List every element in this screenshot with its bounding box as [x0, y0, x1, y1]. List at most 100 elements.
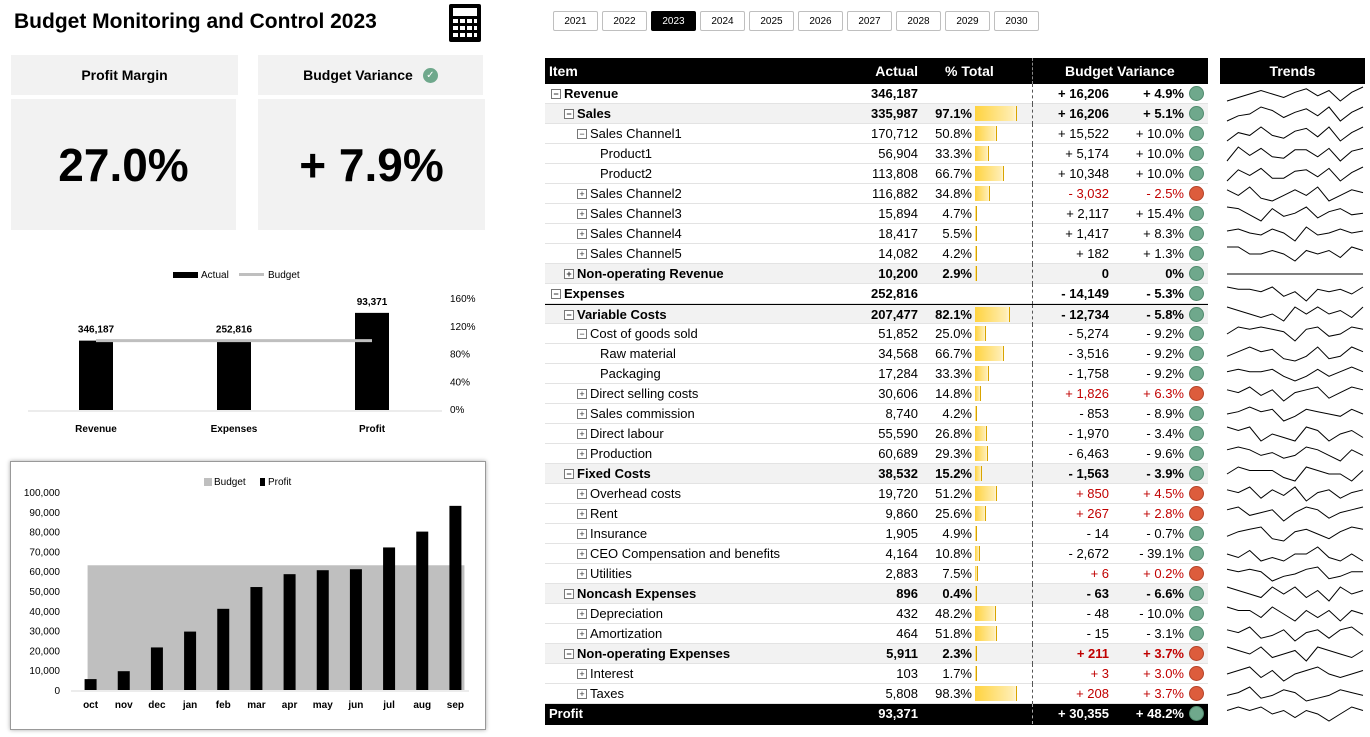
- table-row[interactable]: Product2 113,808 66.7% + 10,348 + 10.0%: [545, 164, 1208, 184]
- table-row[interactable]: + Taxes 5,808 98.3% + 208 + 3.7%: [545, 684, 1208, 704]
- collapse-icon[interactable]: −: [564, 649, 574, 659]
- table-row[interactable]: − Sales Channel1 170,712 50.8% + 15,522 + 10.…: [545, 124, 1208, 144]
- collapse-icon[interactable]: −: [564, 589, 574, 599]
- profit-row[interactable]: Profit 93,371 + 30,355 + 48.2%: [545, 704, 1208, 725]
- table-row[interactable]: + Rent 9,860 25.6% + 267 + 2.8%: [545, 504, 1208, 524]
- table-row[interactable]: + Non-operating Revenue 10,200 2.9% 0 0%: [545, 264, 1208, 284]
- row-label: + Depreciation: [577, 606, 663, 621]
- actual-value: 19,720: [878, 486, 918, 501]
- actual-value: 9,860: [885, 506, 918, 521]
- expand-icon[interactable]: +: [577, 629, 587, 639]
- table-row[interactable]: + Amortization 464 51.8% - 15 - 3.1%: [545, 624, 1208, 644]
- table-row[interactable]: − Expenses 252,816 - 14,149 - 5.3%: [545, 284, 1208, 304]
- table-row[interactable]: + Production 60,689 29.3% - 6,463 - 9.6%: [545, 444, 1208, 464]
- table-row[interactable]: + Sales Channel4 18,417 5.5% + 1,417 + 8.3%: [545, 224, 1208, 244]
- year-button-2028[interactable]: 2028: [896, 11, 941, 31]
- trend-sparkline: [1226, 326, 1364, 342]
- expand-icon[interactable]: +: [577, 609, 587, 619]
- row-label-text: Revenue: [564, 86, 619, 101]
- variance-value: + 208: [1076, 686, 1109, 701]
- column-divider: [1032, 264, 1033, 284]
- expand-icon[interactable]: +: [564, 269, 574, 279]
- table-row[interactable]: + Interest 103 1.7% + 3 + 3.0%: [545, 664, 1208, 684]
- pct-total-value: 48.2%: [935, 606, 972, 621]
- expand-icon[interactable]: +: [577, 189, 587, 199]
- year-button-2024[interactable]: 2024: [700, 11, 745, 31]
- expand-icon[interactable]: +: [577, 489, 587, 499]
- expand-icon[interactable]: +: [577, 669, 587, 679]
- table-row[interactable]: + Direct selling costs 30,606 14.8% + 1,826 +…: [545, 384, 1208, 404]
- table-row[interactable]: + CEO Compensation and benefits 4,164 10.8%…: [545, 544, 1208, 564]
- table-row[interactable]: Product1 56,904 33.3% + 5,174 + 10.0%: [545, 144, 1208, 164]
- collapse-icon[interactable]: −: [564, 469, 574, 479]
- trend-sparkline: [1226, 546, 1364, 562]
- expand-icon[interactable]: +: [577, 229, 587, 239]
- table-row[interactable]: + Insurance 1,905 4.9% - 14 - 0.7%: [545, 524, 1208, 544]
- year-slicer: 2021 2022 2023 2024 2025 2026 2027 2028 2029 2030: [553, 11, 1039, 31]
- expand-icon[interactable]: +: [577, 549, 587, 559]
- expand-icon[interactable]: +: [577, 249, 587, 259]
- status-red-icon: [1189, 566, 1204, 581]
- expand-icon[interactable]: +: [577, 509, 587, 519]
- status-green-icon: [1189, 346, 1204, 361]
- table-row[interactable]: + Direct labour 55,590 26.8% - 1,970 - 3.4%: [545, 424, 1208, 444]
- table-row[interactable]: + Sales Channel3 15,894 4.7% + 2,117 + 15.4%: [545, 204, 1208, 224]
- expand-icon[interactable]: +: [577, 409, 587, 419]
- header-budget-variance: Budget Variance: [1065, 63, 1175, 79]
- trend-sparkline: [1226, 346, 1364, 362]
- collapse-icon[interactable]: −: [551, 89, 561, 99]
- year-button-2027[interactable]: 2027: [847, 11, 892, 31]
- row-label-text: Depreciation: [590, 606, 663, 621]
- year-button-2023[interactable]: 2023: [651, 11, 696, 31]
- collapse-icon[interactable]: −: [551, 289, 561, 299]
- actual-value: 5,911: [886, 646, 918, 661]
- table-row[interactable]: − Cost of goods sold 51,852 25.0% - 5,274 - 9…: [545, 324, 1208, 344]
- table-row[interactable]: + Sales Channel2 116,882 34.8% - 3,032 - 2.5%: [545, 184, 1208, 204]
- profit-variance: + 30,355: [1058, 706, 1109, 721]
- expand-icon[interactable]: +: [577, 529, 587, 539]
- year-button-2029[interactable]: 2029: [945, 11, 990, 31]
- table-row[interactable]: + Overhead costs 19,720 51.2% + 850 + 4.5%: [545, 484, 1208, 504]
- collapse-icon[interactable]: −: [577, 329, 587, 339]
- page-title: Budget Monitoring and Control 2023: [14, 10, 377, 33]
- year-button-2021[interactable]: 2021: [553, 11, 598, 31]
- share-databar: [975, 246, 977, 261]
- table-row[interactable]: + Depreciation 432 48.2% - 48 - 10.0%: [545, 604, 1208, 624]
- column-divider: [1032, 284, 1033, 304]
- expand-icon[interactable]: +: [577, 569, 587, 579]
- table-row[interactable]: + Sales Channel5 14,082 4.2% + 182 + 1.3%: [545, 244, 1208, 264]
- table-row[interactable]: − Revenue 346,187 + 16,206 + 4.9%: [545, 84, 1208, 104]
- table-row[interactable]: Raw material 34,568 66.7% - 3,516 - 9.2%: [545, 344, 1208, 364]
- y-axis-tick: 70,000: [29, 547, 60, 558]
- variance-value: + 16,206: [1058, 106, 1109, 121]
- trend-sparkline: [1226, 666, 1364, 682]
- header-actual: Actual: [875, 63, 918, 79]
- year-button-2030[interactable]: 2030: [994, 11, 1039, 31]
- year-button-2025[interactable]: 2025: [749, 11, 794, 31]
- legend-swatch-budget: [204, 478, 212, 486]
- actual-value: 51,852: [878, 326, 918, 341]
- table-row[interactable]: + Sales commission 8,740 4.2% - 853 - 8.9%: [545, 404, 1208, 424]
- table-row[interactable]: Packaging 17,284 33.3% - 1,758 - 9.2%: [545, 364, 1208, 384]
- expand-icon[interactable]: +: [577, 209, 587, 219]
- table-row[interactable]: − Fixed Costs 38,532 15.2% - 1,563 - 3.9%: [545, 464, 1208, 484]
- expand-icon[interactable]: +: [577, 449, 587, 459]
- table-row[interactable]: − Noncash Expenses 896 0.4% - 63 - 6.6%: [545, 584, 1208, 604]
- row-label-text: Direct selling costs: [590, 386, 699, 401]
- row-label-text: Taxes: [590, 686, 624, 701]
- expand-icon[interactable]: +: [577, 429, 587, 439]
- row-label: + Sales Channel2: [577, 186, 682, 201]
- year-button-2026[interactable]: 2026: [798, 11, 843, 31]
- expand-icon[interactable]: +: [577, 689, 587, 699]
- collapse-icon[interactable]: −: [564, 310, 574, 320]
- trend-sparkline: [1226, 486, 1364, 502]
- collapse-icon[interactable]: −: [564, 109, 574, 119]
- table-row[interactable]: + Utilities 2,883 7.5% + 6 + 0.2%: [545, 564, 1208, 584]
- table-row[interactable]: − Non-operating Expenses 5,911 2.3% + 211 + 3…: [545, 644, 1208, 664]
- table-row[interactable]: − Variable Costs 207,477 82.1% - 12,734 - 5.8…: [545, 304, 1208, 325]
- trend-sparkline: [1226, 646, 1364, 662]
- table-row[interactable]: − Sales 335,987 97.1% + 16,206 + 5.1%: [545, 104, 1208, 124]
- collapse-icon[interactable]: −: [577, 129, 587, 139]
- expand-icon[interactable]: +: [577, 389, 587, 399]
- year-button-2022[interactable]: 2022: [602, 11, 647, 31]
